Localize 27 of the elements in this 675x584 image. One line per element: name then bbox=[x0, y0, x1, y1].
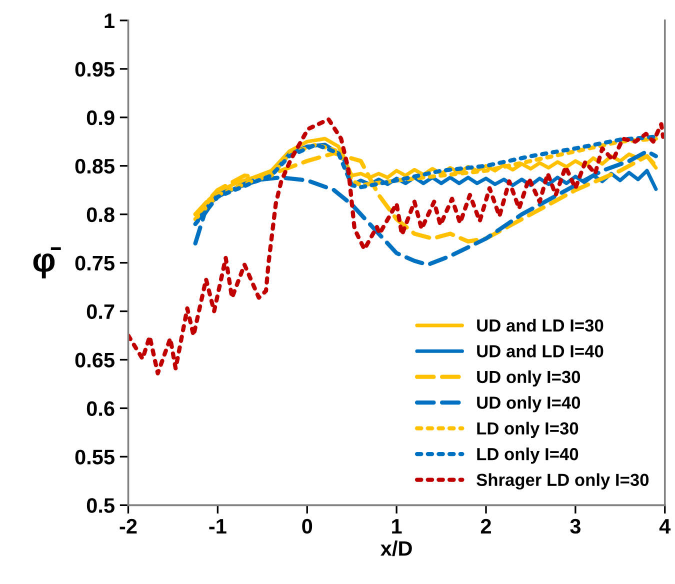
y-tick-label: 0.55 bbox=[75, 450, 114, 464]
x-tick-label: 3 bbox=[570, 518, 580, 534]
y-tick-label: 1 bbox=[104, 14, 114, 28]
legend-label: Shrager LD only I=30 bbox=[476, 473, 649, 490]
legend-label: LD only I=40 bbox=[477, 448, 578, 464]
legend-label: UD and LD I=30 bbox=[477, 318, 604, 332]
x-tick-label: 0 bbox=[302, 518, 312, 534]
x-tick-label: 4 bbox=[659, 519, 671, 534]
y-tick-label: 0.6 bbox=[86, 401, 114, 416]
y-tick-label: 0.75 bbox=[75, 256, 114, 271]
y-tick-label: 0.5 bbox=[86, 498, 114, 513]
legend-label: UD only I=40 bbox=[477, 396, 580, 412]
y-tick-label: 0.85 bbox=[75, 158, 114, 174]
x-tick-label: -1 bbox=[209, 519, 226, 534]
x-tick-label: -2 bbox=[120, 518, 137, 534]
y-tick-label: 0.7 bbox=[86, 304, 114, 320]
y-tick-label: 0.8 bbox=[86, 207, 114, 222]
x-axis-title: x/D bbox=[380, 540, 412, 556]
x-tick-label: 1 bbox=[392, 519, 402, 534]
y-tick-label: 0.9 bbox=[86, 110, 114, 126]
legend-label: UD only I=30 bbox=[477, 370, 580, 387]
legend-label: UD and LD I=40 bbox=[477, 344, 604, 358]
y-axis-title: φ̄ bbox=[33, 247, 61, 278]
x-tick-label: 2 bbox=[480, 518, 491, 534]
y-tick-label: 0.95 bbox=[75, 62, 114, 77]
legend-label: LD only I=30 bbox=[477, 422, 578, 438]
y-tick-label: 0.65 bbox=[75, 352, 114, 368]
